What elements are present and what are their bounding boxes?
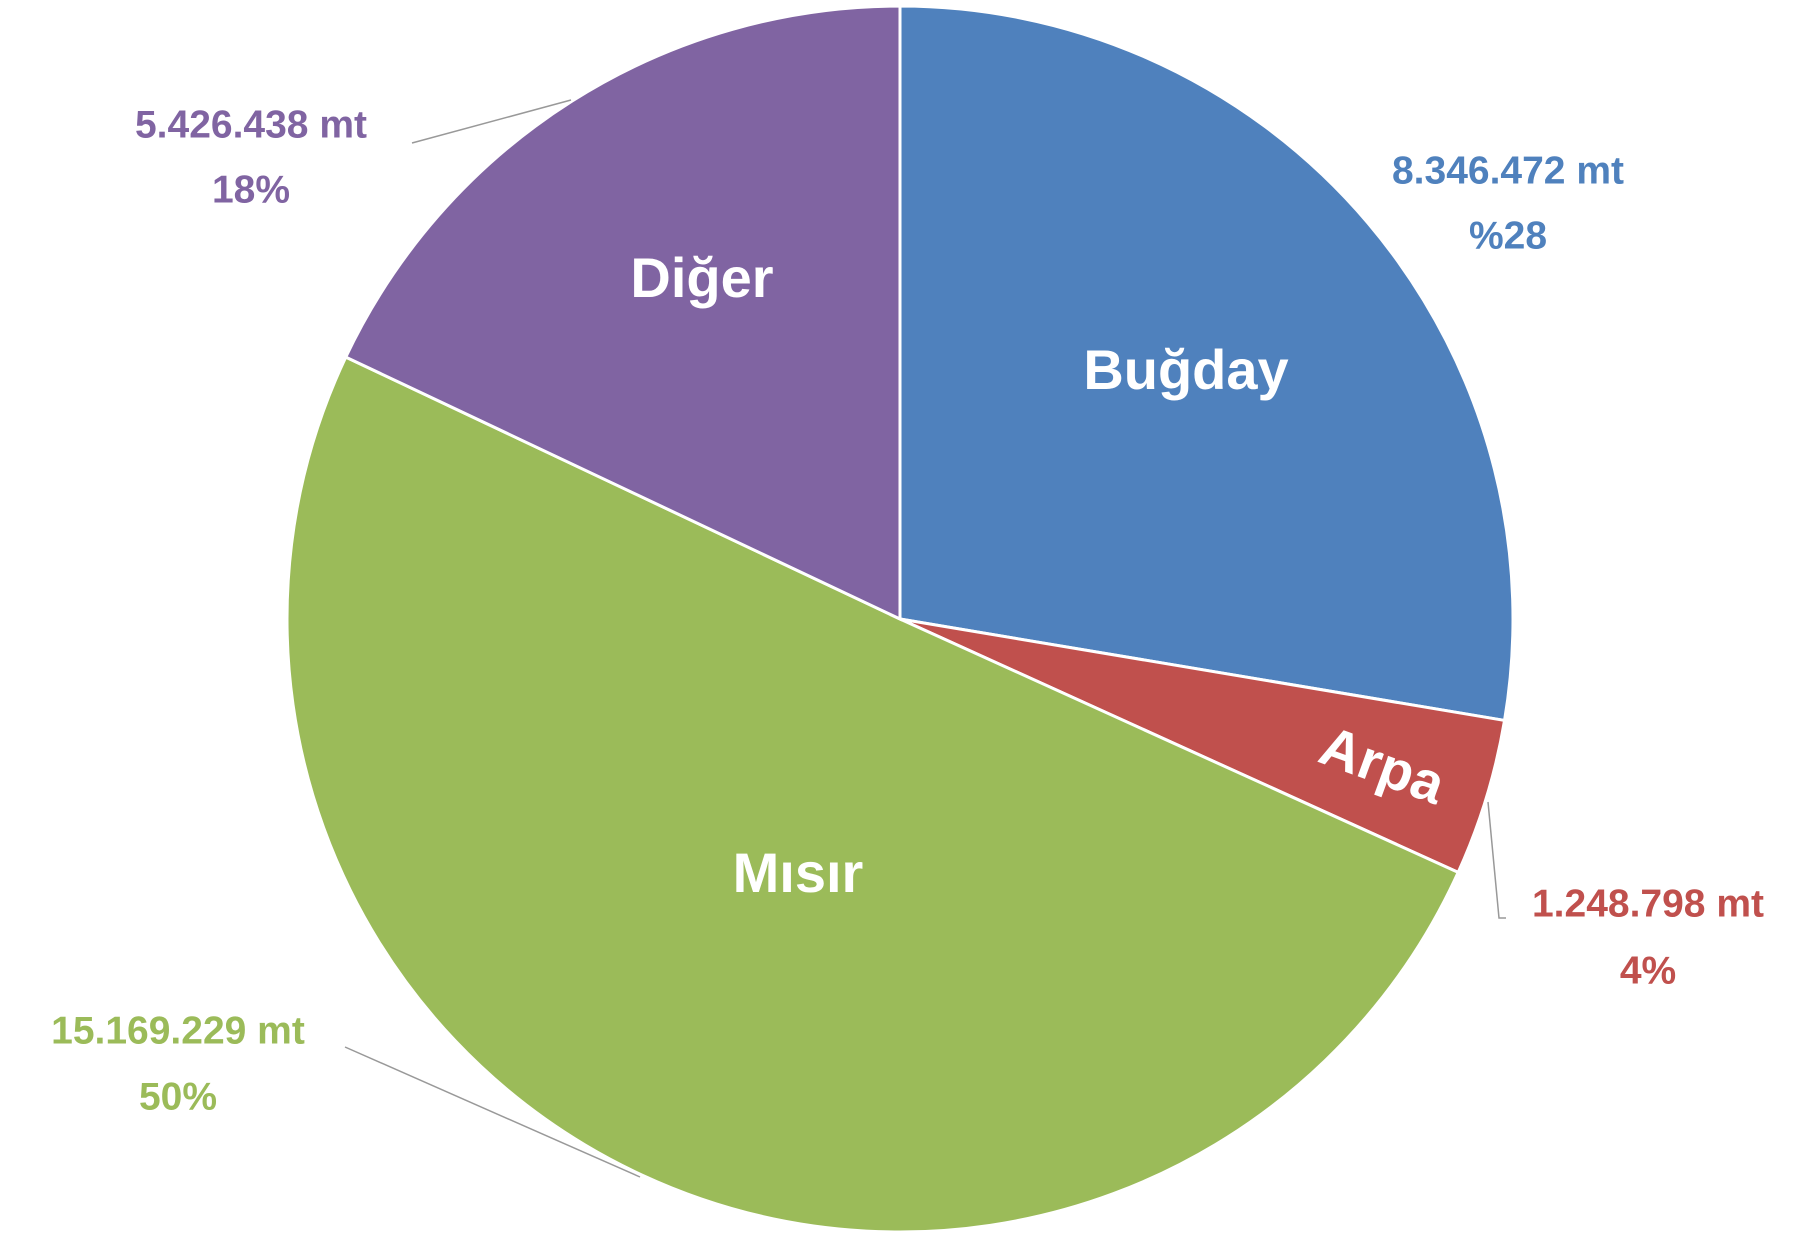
pie-slice	[285, 355, 1461, 1234]
pie-slice	[898, 4, 1515, 723]
value-label: 5.426.438 mt	[135, 103, 367, 146]
slice-label: Mısır	[733, 841, 864, 904]
value-label: 1.248.798 mt	[1532, 882, 1764, 925]
leader-line	[1487, 801, 1506, 919]
leader-line	[411, 99, 572, 144]
percent-label: %28	[1469, 214, 1547, 257]
slice-label: Diğer	[630, 246, 773, 309]
slice-label: Buğday	[1083, 338, 1288, 401]
value-label: 8.346.472 mt	[1392, 149, 1624, 192]
pie-slice	[343, 4, 902, 622]
percent-label: 18%	[212, 168, 290, 211]
percent-label: 50%	[139, 1075, 217, 1118]
percent-label: 4%	[1620, 949, 1676, 992]
leader-line	[344, 1046, 641, 1178]
value-label: 15.169.229 mt	[51, 1009, 305, 1052]
